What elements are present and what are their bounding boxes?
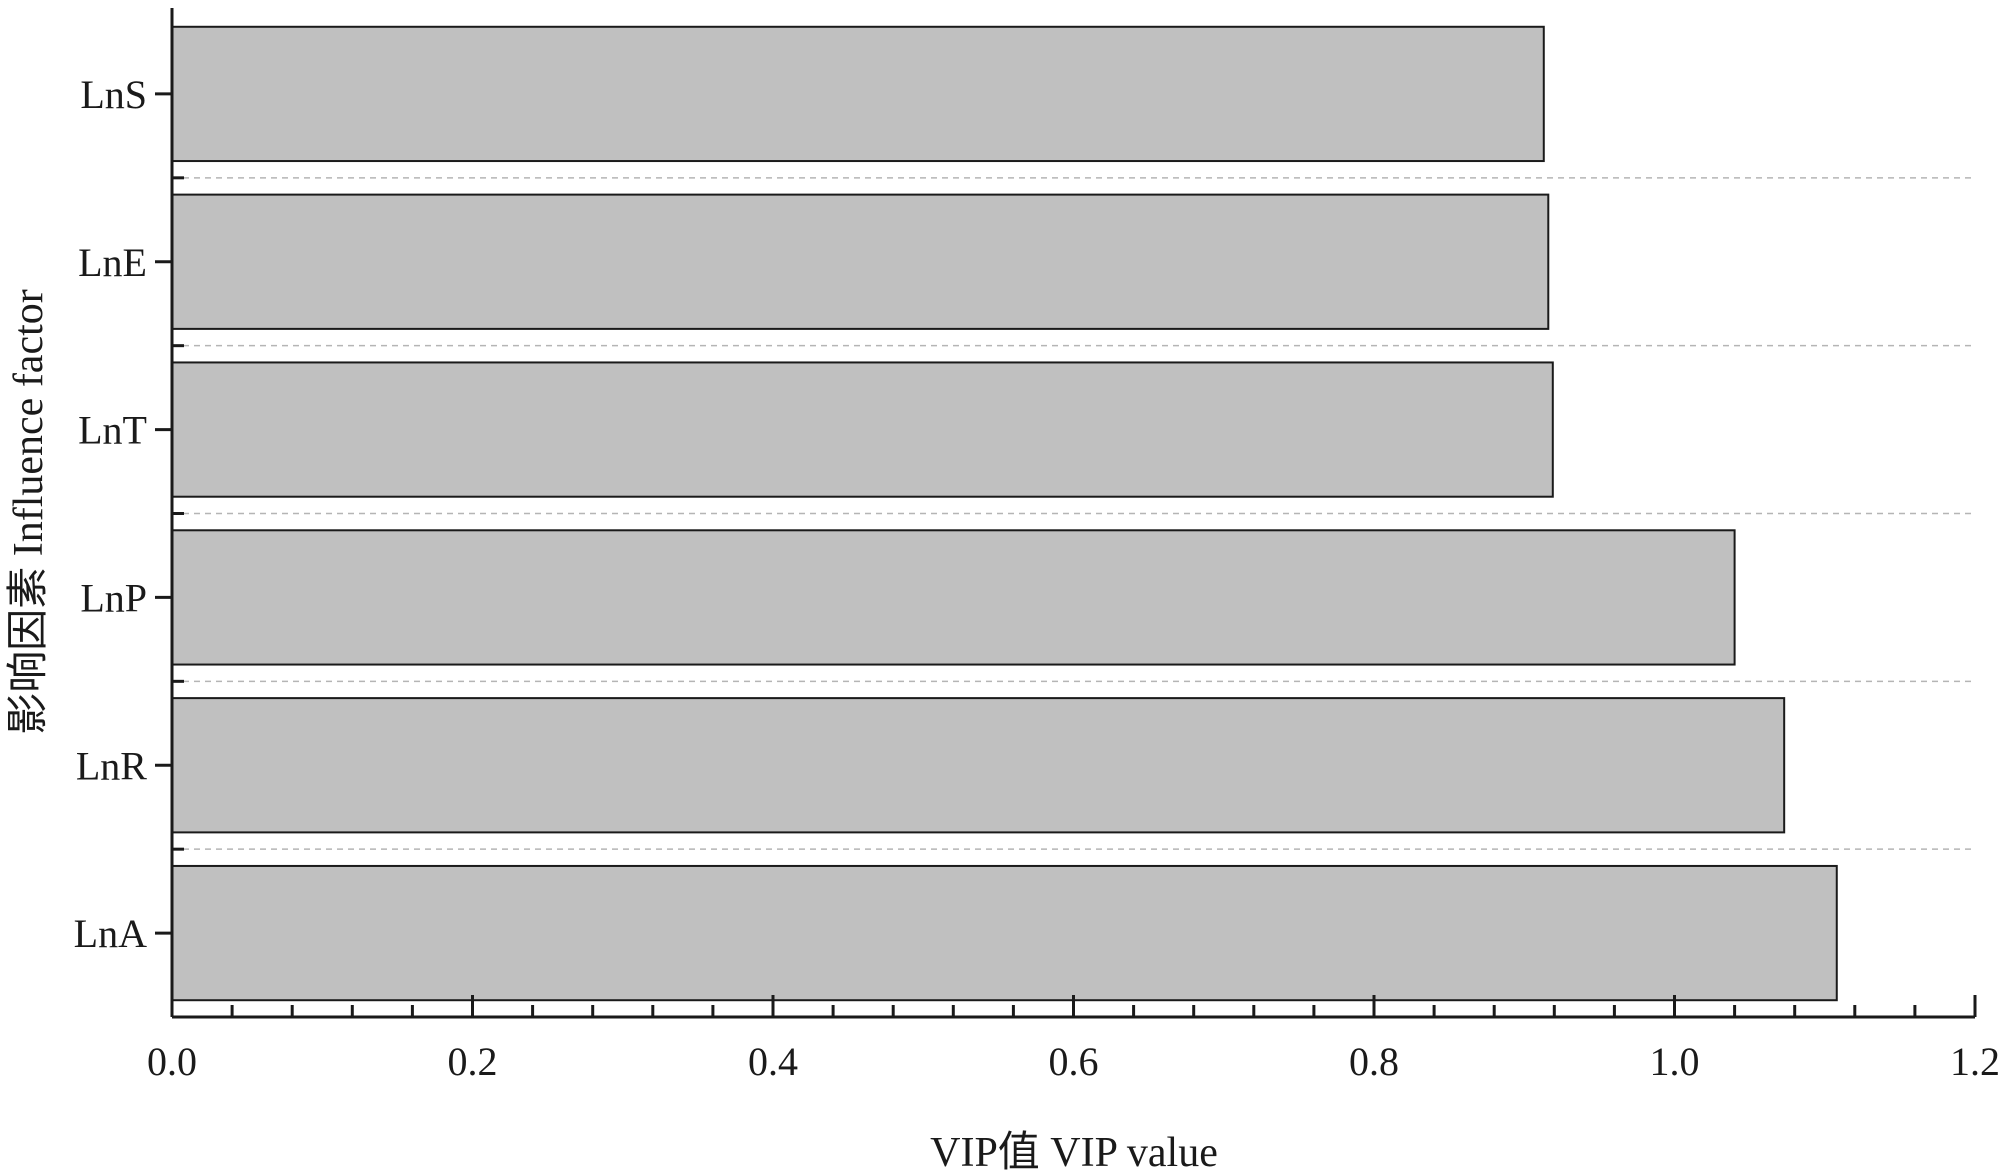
y-tick-label: LnT <box>78 408 147 453</box>
y-tick-label: LnS <box>80 72 147 117</box>
bar-lne <box>171 193 1550 330</box>
bar-lna <box>171 864 1838 1002</box>
x-tick-label: 0.0 <box>147 1039 197 1084</box>
x-tick-label: 1.2 <box>1950 1039 2000 1084</box>
y-tick-label: LnA <box>74 911 147 956</box>
x-tick-label: 0.4 <box>748 1039 798 1084</box>
x-axis-title: VIP值 VIP value <box>930 1130 1218 1174</box>
x-tick-label: 0.6 <box>1049 1039 1099 1084</box>
x-tick-label: 1.0 <box>1650 1039 1700 1084</box>
bar-lnp <box>171 529 1736 666</box>
y-axis-ticks: LnS LnE LnT LnP LnR LnA <box>74 72 184 956</box>
y-tick-label: LnR <box>76 743 147 788</box>
x-axis-ticks: 0.0 0.2 0.4 0.6 0.8 1.0 1.2 <box>147 995 2000 1084</box>
x-tick-label: 0.2 <box>448 1039 498 1084</box>
bar-lnt <box>171 361 1554 498</box>
y-tick-label: LnE <box>78 240 147 285</box>
y-axis-title: 影响因素 Influence factor <box>6 289 52 735</box>
bar-lns <box>171 25 1545 163</box>
x-tick-label: 0.8 <box>1349 1039 1399 1084</box>
bars <box>171 25 1838 1002</box>
category-separators <box>172 177 1975 850</box>
bar-lnr <box>171 697 1786 834</box>
y-tick-label: LnP <box>80 575 147 620</box>
